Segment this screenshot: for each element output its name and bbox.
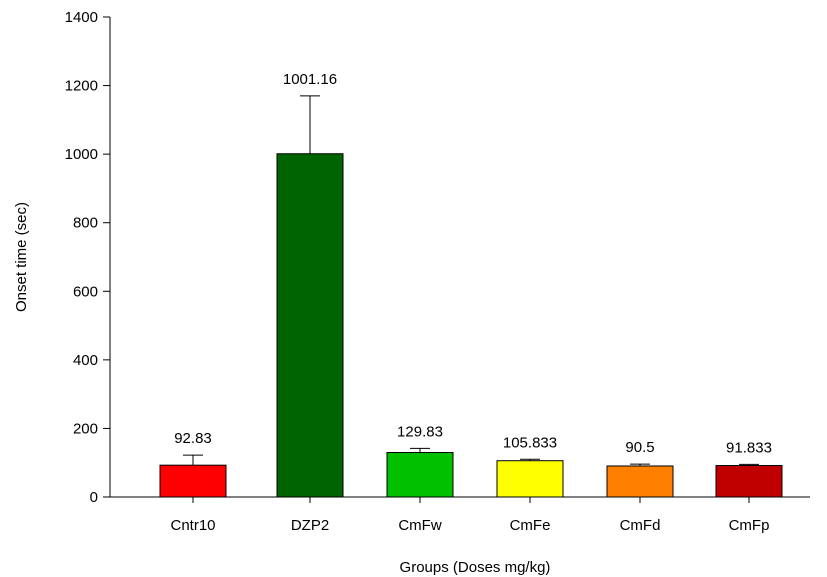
value-label: 92.83 xyxy=(174,430,212,447)
y-tick-label: 1200 xyxy=(65,78,98,95)
y-ticks: 0 200 400 600 800 1000 1200 1400 xyxy=(65,9,110,506)
x-axis-label: Groups (Doses mg/kg) xyxy=(400,559,551,576)
y-tick-label: 400 xyxy=(73,352,98,369)
value-label: 105.833 xyxy=(503,434,557,451)
x-tick-label: CmFd xyxy=(620,517,661,534)
y-tick-label: 200 xyxy=(73,420,98,437)
y-axis-label: Onset time (sec) xyxy=(13,202,30,312)
value-label: 90.5 xyxy=(625,439,654,456)
y-tick-label: 600 xyxy=(73,283,98,300)
y-tick-label: 1400 xyxy=(65,9,98,26)
bars xyxy=(160,154,782,497)
bar-cmfd xyxy=(607,466,673,497)
x-tick-label: Cntr10 xyxy=(170,517,215,534)
x-tick-label: CmFw xyxy=(398,517,441,534)
x-tick-label: DZP2 xyxy=(291,517,329,534)
y-tick-label: 0 xyxy=(90,489,98,506)
bar-cntr10 xyxy=(160,465,226,497)
x-tick-label: CmFp xyxy=(729,517,770,534)
bar-cmfw xyxy=(387,452,453,497)
axes xyxy=(110,17,810,497)
value-label: 91.833 xyxy=(726,439,772,456)
error-bars xyxy=(183,96,759,466)
y-tick-label: 1000 xyxy=(65,146,98,163)
value-labels: 92.83 1001.16 129.83 105.833 90.5 91.833 xyxy=(174,71,772,457)
bar-cmfe xyxy=(497,461,563,497)
bar-cmfp xyxy=(716,466,782,497)
value-label: 1001.16 xyxy=(283,71,337,88)
y-tick-label: 800 xyxy=(73,215,98,232)
value-label: 129.83 xyxy=(397,423,443,440)
x-tick-label: CmFe xyxy=(510,517,551,534)
x-tick-labels: Cntr10 DZP2 CmFw CmFe CmFd CmFp xyxy=(170,497,769,534)
bar-dzp2 xyxy=(277,154,343,497)
